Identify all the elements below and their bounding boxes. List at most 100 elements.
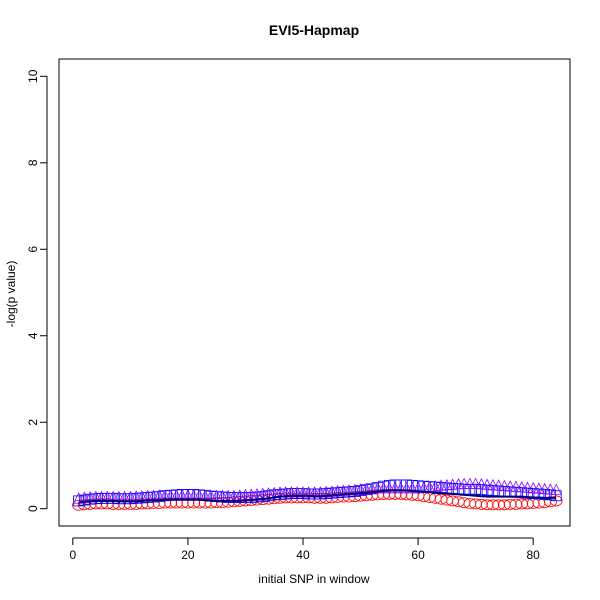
data-point [395,481,407,494]
data-point [389,481,401,494]
data-point [309,488,320,500]
data-point [136,492,148,504]
data-point [234,492,246,503]
data-point [544,483,557,495]
data-point [135,498,149,510]
data-point [118,498,132,510]
data-point [492,479,505,491]
data-point [308,492,321,504]
data-point [222,492,234,503]
data-point [297,488,309,499]
data-point [303,486,315,498]
data-point [527,481,539,494]
data-point [268,489,280,501]
data-point [516,481,528,493]
data-point [204,497,218,509]
data-point [469,477,482,489]
x-tick-label: 80 [526,548,540,562]
data-point [101,492,113,504]
series-2 [72,477,562,504]
data-point [152,498,166,509]
data-point [355,485,366,496]
data-point [458,477,470,489]
data-point [480,499,494,511]
data-point [285,486,298,498]
data-point [142,492,154,503]
data-point [377,489,390,500]
data-point [169,497,183,509]
data-point [371,489,385,501]
data-point [503,498,517,510]
data-point [400,481,413,494]
data-point [303,488,315,500]
data-point [280,488,292,500]
y-axis-label: -log(p value) [4,261,18,328]
data-point [441,478,453,491]
data-point [486,499,500,511]
series-layer [72,477,563,511]
y-tick-label: 10 [26,69,40,83]
x-tick-label: 60 [411,548,425,562]
data-point [112,498,126,510]
data-point [521,481,534,493]
data-point [504,480,516,492]
x-tick-label: 0 [69,548,76,562]
data-point [286,488,297,499]
series-3 [78,489,557,504]
data-point [377,481,390,494]
data-point [544,496,557,508]
data-point [474,498,488,510]
data-point [498,479,511,492]
axis-layer: 0 20 40 60 80 0 2 4 6 8 10 [26,69,540,562]
data-point [549,495,563,507]
data-point [84,493,96,505]
data-point [164,497,178,509]
data-point [492,499,506,511]
data-point [383,481,395,494]
data-point [147,491,159,503]
data-point [291,488,303,499]
data-point [550,483,562,495]
data-point [113,493,125,505]
data-point [153,491,165,502]
y-tick-label: 6 [26,246,40,253]
data-point [326,487,338,499]
data-point [285,492,298,504]
data-point [446,478,459,490]
data-point [515,498,529,510]
data-point [539,482,551,495]
data-point [343,486,355,498]
data-point [228,492,240,503]
data-point [106,498,120,510]
data-point [349,486,361,497]
data-point [90,493,102,505]
data-point [119,493,131,505]
data-point [187,497,201,509]
data-point [481,478,493,490]
data-point [146,498,160,509]
data-point [302,492,316,504]
data-point [337,486,349,498]
data-point [510,480,522,492]
x-axis-label: initial SNP in window [258,572,369,586]
data-point [297,486,309,498]
data-point [435,479,447,491]
plot-frame [58,58,571,527]
data-point [464,483,476,495]
data-point [129,498,143,510]
data-point [533,482,545,494]
data-point [382,489,396,500]
data-point [550,490,562,502]
data-point [296,492,310,504]
data-point [314,488,326,500]
x-tick-label: 40 [296,548,310,562]
series-line [78,489,557,504]
data-point [83,498,97,510]
data-point [181,497,195,509]
data-point [257,491,269,502]
data-point [217,491,228,503]
data-point [245,492,257,503]
data-point [158,497,172,509]
